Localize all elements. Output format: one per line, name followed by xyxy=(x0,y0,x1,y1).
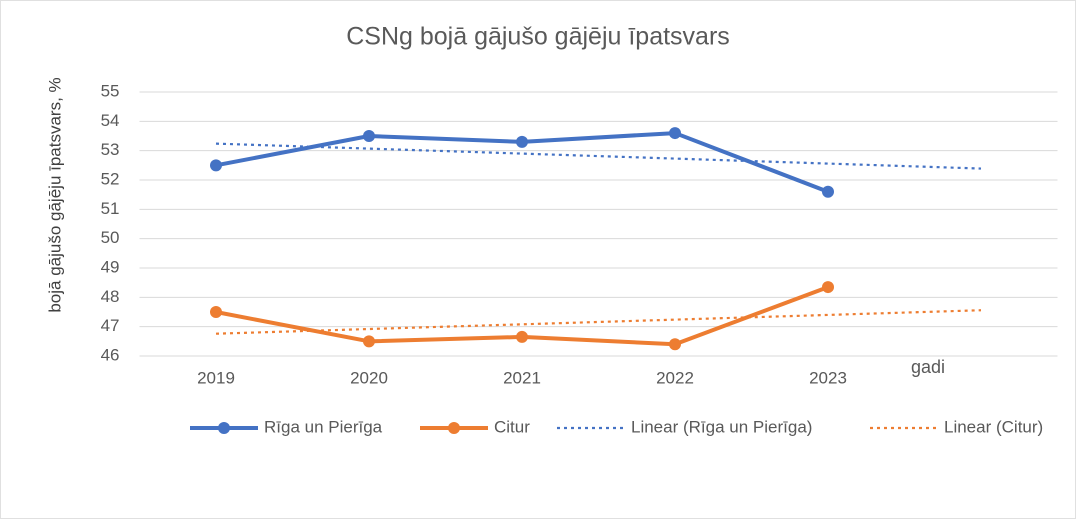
point xyxy=(822,281,834,294)
y-tick-label: 53 xyxy=(101,140,120,159)
y-tick-label: 46 xyxy=(101,345,120,364)
y-tick-label: 51 xyxy=(101,199,120,218)
point xyxy=(363,130,375,142)
legend-label: Linear (Rīga un Pierīga) xyxy=(631,417,812,436)
y-tick-label: 55 xyxy=(101,81,120,100)
x-tick-label: 2020 xyxy=(350,368,388,387)
y-tick-label: 49 xyxy=(101,257,120,276)
point xyxy=(363,335,375,348)
x-tick-label: 2023 xyxy=(809,368,847,387)
legend-marker xyxy=(448,422,460,434)
x-tick-label: 2021 xyxy=(503,368,541,387)
point xyxy=(210,306,222,318)
point xyxy=(669,127,681,140)
legend-marker xyxy=(218,422,230,434)
y-tick-label: 48 xyxy=(101,287,120,306)
x-axis-label: gadi xyxy=(911,357,945,377)
trend-line xyxy=(215,309,982,335)
y-tick-label: 52 xyxy=(101,169,120,188)
point xyxy=(210,159,222,172)
y-tick-label: 47 xyxy=(101,316,120,335)
legend-label: Linear (Citur) xyxy=(944,417,1043,436)
trend-line xyxy=(215,142,982,170)
y-tick-label: 50 xyxy=(101,228,120,247)
point xyxy=(822,185,834,198)
point xyxy=(669,338,681,351)
x-tick-label: 2022 xyxy=(656,368,694,387)
point xyxy=(516,135,528,148)
legend-label: Rīga un Pierīga xyxy=(264,417,383,436)
y-axis-label: bojā gājušo gājēju īpatsvars, % xyxy=(45,77,64,312)
legend-label: Citur xyxy=(494,417,530,436)
x-tick-label: 2019 xyxy=(197,368,235,387)
chart-title: CSNg bojā gājušo gājēju īpatsvars xyxy=(346,23,730,51)
point xyxy=(516,330,528,343)
y-tick-label: 54 xyxy=(101,111,120,130)
